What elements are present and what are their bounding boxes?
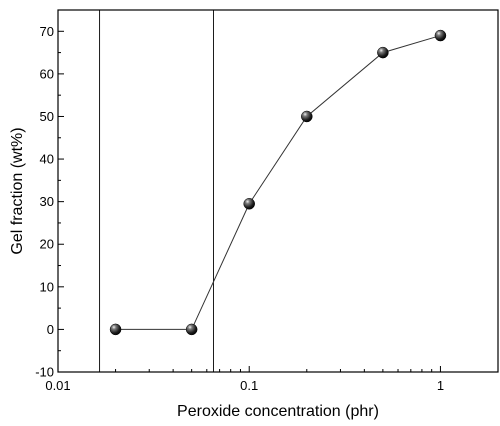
x-tick-label: 1	[437, 378, 444, 393]
y-tick-label: 70	[40, 24, 54, 39]
plot-frame	[57, 9, 499, 373]
data-point	[185, 323, 198, 336]
data-point	[109, 323, 122, 336]
y-tick-label: 40	[40, 152, 54, 167]
data-points	[109, 29, 447, 336]
data-point	[301, 110, 313, 123]
y-axis-title: Gel fraction (wt%)	[9, 127, 26, 254]
series-line	[115, 35, 441, 330]
x-tick-label: 0.1	[240, 378, 258, 393]
reference-lines	[99, 10, 214, 372]
x-axis-ticks: 0.01 0.1 1	[45, 366, 499, 393]
y-tick-label: 60	[40, 66, 54, 81]
y-tick-label: 20	[40, 237, 54, 252]
x-axis-title: Peroxide concentration (phr)	[177, 403, 379, 420]
y-tick-label: 50	[40, 109, 54, 124]
x-tick-label: 0.01	[45, 378, 70, 393]
y-tick-label: -10	[35, 365, 54, 380]
data-point	[434, 29, 447, 42]
data-point	[243, 198, 255, 210]
y-tick-label: 0	[47, 322, 54, 337]
y-tick-label: 30	[40, 194, 54, 209]
y-tick-label: 10	[40, 279, 54, 294]
series-polyline	[115, 35, 441, 330]
y-axis-ticks: -10 0 10 20 30 40 50 60 70	[35, 24, 64, 380]
data-point	[377, 46, 389, 59]
